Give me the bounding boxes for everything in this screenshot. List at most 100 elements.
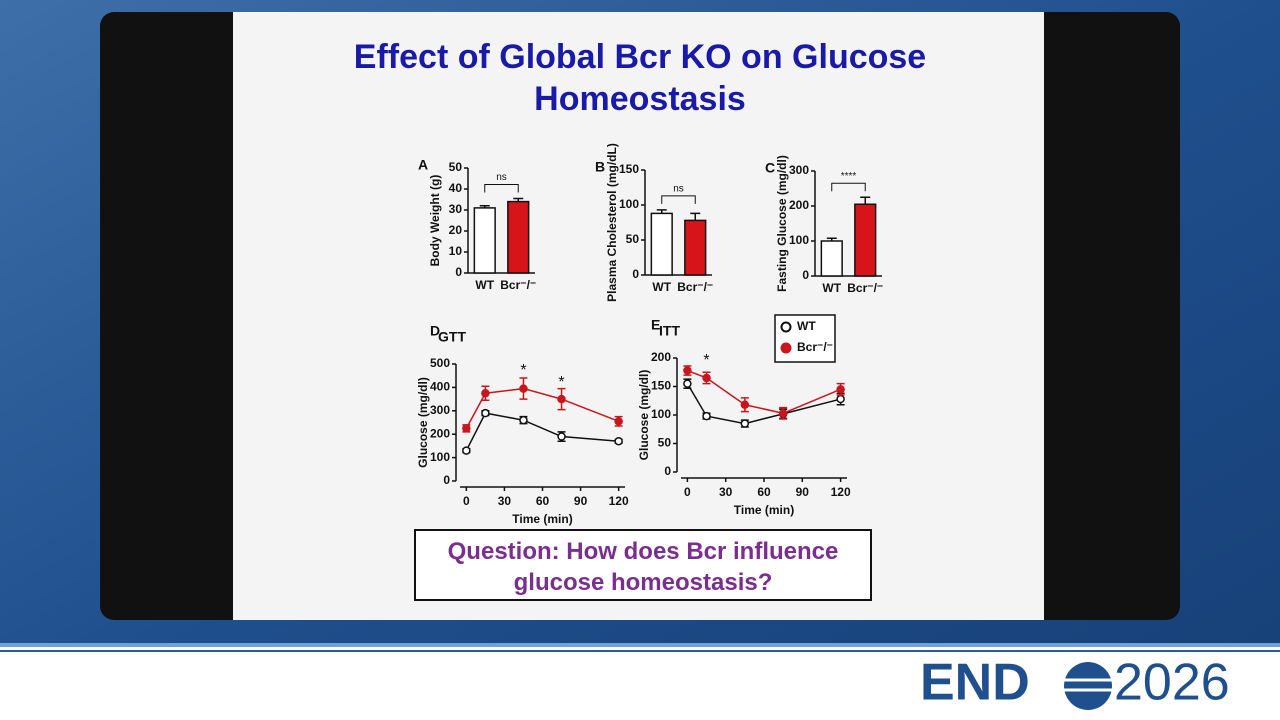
y-tick-label: 100 [651, 407, 671, 421]
legend-marker [780, 321, 792, 333]
logo-globe-lines [1064, 678, 1112, 692]
significance-label: **** [841, 171, 857, 182]
data-point [519, 384, 528, 393]
data-point [481, 389, 490, 398]
panel-title: GTT [438, 329, 466, 345]
y-tick-label: 50 [449, 160, 463, 174]
x-tick-label: Bcr⁻/⁻ [847, 281, 883, 295]
bar [473, 207, 496, 274]
y-axis-label: Body Weight (g) [428, 175, 442, 267]
y-tick-label: 500 [430, 356, 450, 370]
x-tick-label: 90 [574, 494, 588, 508]
panel-label: A [418, 157, 428, 173]
significance-bracket [484, 183, 519, 193]
footer-line [0, 643, 1280, 647]
error-bar [826, 237, 837, 241]
x-tick-label: 90 [796, 485, 810, 499]
data-point [614, 436, 623, 446]
y-tick-label: 0 [802, 268, 809, 282]
panel-label: C [765, 160, 775, 176]
error-bar [513, 197, 524, 202]
y-tick-label: 300 [789, 163, 809, 177]
y-tick-label: 40 [449, 181, 463, 195]
y-tick-label: 400 [430, 380, 450, 394]
x-tick-label: 30 [498, 494, 512, 508]
y-axis-label: Glucose (mg/dl) [416, 377, 430, 468]
x-tick-label: WT [822, 281, 841, 295]
y-tick-label: 100 [430, 450, 450, 464]
y-tick-label: 150 [651, 379, 671, 393]
x-tick-label: Bcr⁻/⁻ [500, 278, 536, 292]
y-tick-label: 150 [619, 162, 639, 176]
error-bar [690, 212, 701, 221]
error-bar [656, 209, 667, 214]
x-axis-label: Time (min) [734, 503, 794, 517]
data-point [778, 409, 788, 418]
data-point [557, 394, 566, 404]
data-point [683, 366, 692, 375]
y-axis-label: Glucose (mg/dl) [637, 370, 651, 461]
logo-text: END [920, 654, 1030, 712]
bar [854, 203, 877, 277]
charts: A 0 10 20 30 40 50 Body Weight (g) WT Bcr⁻/⁻ ns B 0 5… [416, 143, 883, 526]
legend-label: Bcr⁻/⁻ [797, 340, 833, 354]
significance-label: ns [673, 184, 684, 195]
x-tick-label: 30 [719, 485, 733, 499]
y-tick-label: 30 [449, 202, 463, 216]
y-tick-label: 10 [449, 244, 463, 258]
y-tick-label: 200 [651, 350, 671, 364]
y-axis-label: Fasting Glucose (mg/dl) [775, 155, 789, 292]
data-point [557, 432, 566, 441]
y-tick-label: 20 [449, 223, 463, 237]
y-tick-label: 100 [619, 197, 639, 211]
data-point [740, 400, 750, 409]
data-point [702, 373, 711, 383]
y-tick-label: 0 [455, 265, 462, 279]
significance-label: ns [496, 172, 507, 183]
data-point [462, 446, 471, 455]
legend-marker [780, 342, 792, 354]
data-point [462, 424, 471, 433]
y-tick-label: 200 [430, 426, 450, 440]
y-axis-label: Plasma Cholesterol (mg/dL) [605, 143, 619, 302]
slide-title: Effect of Global Bcr KO on Glucose Homeo… [353, 38, 927, 118]
y-tick-label: 0 [632, 267, 639, 281]
y-tick-label: 100 [789, 233, 809, 247]
legend-label: WT [797, 319, 816, 333]
panel-title: ITT [659, 323, 680, 339]
x-tick-label: WT [475, 278, 494, 292]
data-point [836, 394, 845, 404]
panel-label: E [651, 317, 660, 333]
data-point [519, 415, 528, 425]
x-tick-label: 0 [463, 494, 470, 508]
significance-star: * [558, 374, 564, 391]
y-tick-label: 200 [789, 198, 809, 212]
bar [507, 200, 530, 274]
significance-bracket [661, 195, 696, 204]
data-point [836, 385, 845, 394]
y-tick-label: 0 [664, 464, 671, 478]
x-axis-label: Time (min) [512, 512, 572, 526]
bar [820, 240, 843, 277]
bar [650, 212, 673, 276]
footer-line [0, 650, 1280, 652]
question-box: Question: How does Bcr influence glucose… [414, 529, 872, 601]
slide [233, 12, 1044, 620]
data-point [702, 411, 711, 421]
x-tick-label: 120 [831, 485, 851, 499]
logo-globe [1064, 662, 1112, 710]
x-tick-label: 60 [757, 485, 771, 499]
x-tick-label: WT [652, 280, 671, 294]
x-tick-label: 60 [536, 494, 550, 508]
error-bar [860, 196, 871, 205]
panel-label: B [595, 159, 605, 175]
data-point [614, 417, 623, 426]
y-tick-label: 50 [658, 436, 672, 450]
significance-bracket [831, 182, 866, 192]
bar [684, 219, 707, 276]
x-tick-label: 0 [684, 485, 691, 499]
significance-star: * [520, 362, 526, 379]
panel-label: D [430, 323, 440, 339]
